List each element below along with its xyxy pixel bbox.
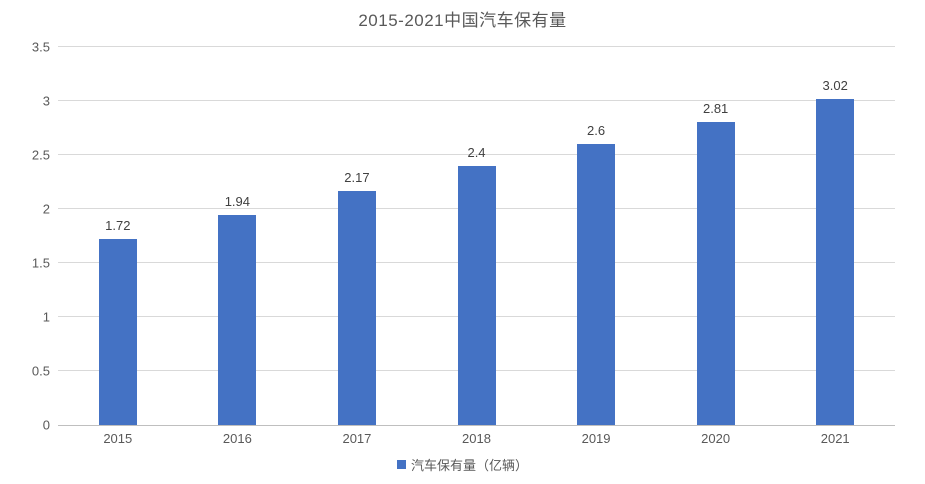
x-axis-line — [58, 425, 895, 426]
bar-value-label: 2.17 — [344, 169, 370, 185]
legend-swatch-icon — [396, 460, 406, 469]
bar-2017 — [337, 190, 376, 425]
bar-2018 — [457, 165, 496, 425]
y-tick-label: 2 — [42, 201, 50, 217]
bar-value-label: 1.94 — [224, 194, 250, 210]
x-tick-label: 2016 — [222, 431, 252, 446]
y-tick-label: 0 — [42, 417, 50, 433]
y-tick-label: 2.5 — [31, 147, 50, 163]
bar-value-label: 1.72 — [105, 218, 131, 234]
y-tick-label: 0.5 — [31, 363, 50, 379]
x-tick-label: 2019 — [581, 431, 611, 446]
legend-series-label: 汽车保有量（亿辆） — [410, 458, 528, 473]
gridline — [58, 46, 895, 47]
plot-area: 1.72 2015 1.94 2016 2.17 2017 2.4 2018 2.6 2019 2.… — [58, 46, 895, 446]
bar-value-label: 2.6 — [587, 123, 606, 139]
chart-title: 2015-2021中国汽车保有量 — [358, 11, 567, 30]
bar-2020 — [696, 121, 735, 425]
x-tick-label: 2020 — [701, 431, 731, 446]
y-tick-label: 3 — [42, 93, 50, 109]
x-tick-label: 2021 — [820, 431, 850, 446]
bar-value-label: 3.02 — [822, 77, 848, 93]
legend: 汽车保有量（亿辆） — [0, 455, 925, 474]
x-tick-label: 2015 — [103, 431, 133, 446]
bar-2021 — [816, 98, 855, 425]
bar-2016 — [218, 215, 257, 425]
x-tick-label: 2017 — [342, 431, 372, 446]
gridline — [58, 100, 895, 101]
gridline — [58, 154, 895, 155]
y-tick-label: 3.5 — [31, 39, 50, 55]
y-tick-label: 1.5 — [31, 255, 50, 271]
y-axis-tick-labels: 0 0.5 1 1.5 2 2.5 3 3.5 — [0, 40, 50, 433]
bar-2015 — [98, 239, 137, 425]
bar-2019 — [577, 144, 616, 425]
bar-value-label: 2.81 — [702, 100, 729, 116]
x-tick-label: 2018 — [462, 431, 491, 446]
bar-value-label: 2.4 — [467, 144, 486, 160]
y-tick-label: 1 — [42, 309, 50, 325]
